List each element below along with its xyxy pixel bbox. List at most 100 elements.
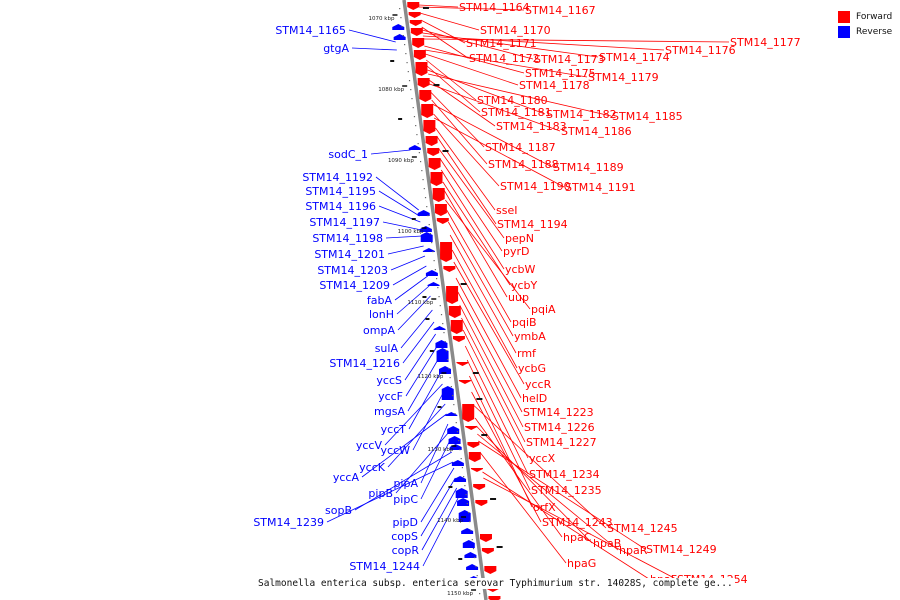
forward-connector	[432, 103, 553, 168]
reverse-connector	[420, 439, 451, 500]
minor-tick	[451, 395, 454, 397]
reverse-gene-feature	[422, 248, 435, 252]
reverse-gene-label: STM14_1239	[253, 516, 324, 529]
forward-gene-label: STM14_1234	[529, 468, 600, 481]
reverse-connector	[404, 333, 436, 381]
minor-tick	[438, 296, 440, 298]
reverse-gene-label: STM14_1209	[319, 279, 390, 292]
tick-label: 1070 kbp	[369, 16, 395, 22]
minor-tick	[439, 305, 441, 307]
forward-gene-feature	[409, 20, 422, 26]
forward-connector	[424, 45, 525, 74]
legend: Forward Reverse	[838, 9, 892, 39]
forward-gene-feature	[421, 104, 434, 118]
forward-gene-feature	[428, 158, 441, 170]
reverse-gene-label: STM14_1192	[302, 171, 373, 184]
reverse-gene-label: lonH	[369, 308, 394, 321]
minor-tick	[460, 458, 462, 460]
reverse-connector	[400, 309, 433, 349]
forward-gene-label: pqiA	[531, 303, 556, 316]
reverse-gene-feature	[464, 552, 477, 558]
minor-tick	[399, 8, 401, 10]
reverse-gene-label: STM14_1244	[349, 560, 420, 573]
minor-tick	[426, 206, 428, 208]
forward-gene-feature	[456, 362, 469, 366]
forward-gene-label: STM14_1182	[546, 108, 617, 121]
legend-forward: Forward	[838, 9, 892, 24]
forward-gene-feature	[458, 380, 471, 384]
forward-gene-label: STM14_1180	[477, 94, 548, 107]
forward-gene-label: STM14_1177	[730, 36, 801, 49]
reverse-connector	[375, 176, 419, 211]
forward-connector	[473, 404, 607, 529]
reverse-connector	[402, 321, 435, 364]
tick-label: 1080 kbp	[378, 87, 404, 93]
forward-gene-label: STM14_1227	[526, 436, 597, 449]
forward-gene-feature	[450, 320, 463, 334]
minor-tick	[413, 116, 416, 118]
forward-connector	[453, 261, 525, 385]
reverse-gene-feature	[417, 210, 430, 216]
reverse-gene-label: sulA	[375, 342, 399, 355]
forward-connector	[482, 471, 650, 580]
feature-mark	[398, 118, 403, 120]
genome-backbone	[402, 0, 488, 600]
forward-gene-label: STM14_1173	[534, 53, 605, 66]
tick-label: 1100 kbp	[398, 229, 424, 235]
forward-gene-label: STM14_1194	[497, 218, 568, 231]
reverse-gene-feature	[457, 498, 470, 506]
forward-connector	[475, 425, 593, 544]
feature-mark	[448, 486, 453, 488]
reverse-gene-label: STM14_1216	[329, 357, 400, 370]
reverse-swatch	[838, 25, 850, 38]
tick-label: 1090 kbp	[388, 158, 414, 164]
reverse-connector	[405, 345, 438, 397]
forward-gene-label: STM14_1235	[531, 484, 602, 497]
reverse-connector	[420, 467, 455, 523]
reverse-connector	[387, 403, 446, 468]
forward-gene-feature	[468, 452, 481, 462]
reverse-gene-label: pipC	[393, 493, 418, 506]
reverse-gene-label: yccK	[359, 461, 386, 474]
forward-connector	[457, 291, 523, 413]
minor-tick	[416, 134, 418, 136]
forward-connector	[421, 29, 534, 60]
forward-gene-feature	[432, 188, 445, 202]
tick-label: 1140 kbp	[437, 518, 463, 524]
minor-tick	[410, 89, 412, 91]
forward-gene-label: hpaG	[567, 557, 596, 570]
feature-mark	[429, 350, 434, 352]
minor-tick	[424, 197, 427, 199]
forward-gene-feature	[417, 78, 430, 88]
forward-gene-label: hpaB	[593, 537, 621, 550]
forward-connector	[429, 83, 561, 132]
minor-tick	[474, 557, 476, 559]
minor-tick	[448, 368, 450, 370]
minor-tick	[406, 62, 408, 64]
forward-gene-label: STM14_1185	[612, 110, 683, 123]
minor-tick	[422, 179, 424, 181]
forward-gene-label: STM14_1164	[459, 1, 530, 14]
feature-mark	[422, 7, 429, 9]
reverse-gene-feature	[458, 510, 471, 522]
kbp-ticks: 1070 kbp 1080 kbp 1090 kbp 1100 kbp 1110 kbp…	[369, 8, 481, 597]
reverse-connector	[361, 413, 447, 478]
forward-gene-label: pqiB	[512, 316, 537, 329]
reverse-gene-label: mgsA	[374, 405, 405, 418]
feature-mark	[442, 150, 449, 152]
forward-gene-label: ycbY	[511, 279, 538, 292]
feature-mark	[481, 434, 488, 436]
reverse-gene-feature	[393, 34, 406, 40]
forward-gene-label: STM14_1176	[665, 44, 736, 57]
forward-gene-feature	[479, 534, 492, 542]
minor-tick	[454, 413, 456, 415]
forward-connector	[451, 249, 518, 369]
reverse-gene-label: ompA	[363, 324, 395, 337]
forward-gene-label: STM14_1175	[525, 67, 596, 80]
reverse-connector	[382, 221, 422, 231]
reverse-gene-label: sodC_1	[328, 148, 368, 161]
minor-tick	[449, 377, 451, 379]
feature-mark	[460, 283, 467, 285]
